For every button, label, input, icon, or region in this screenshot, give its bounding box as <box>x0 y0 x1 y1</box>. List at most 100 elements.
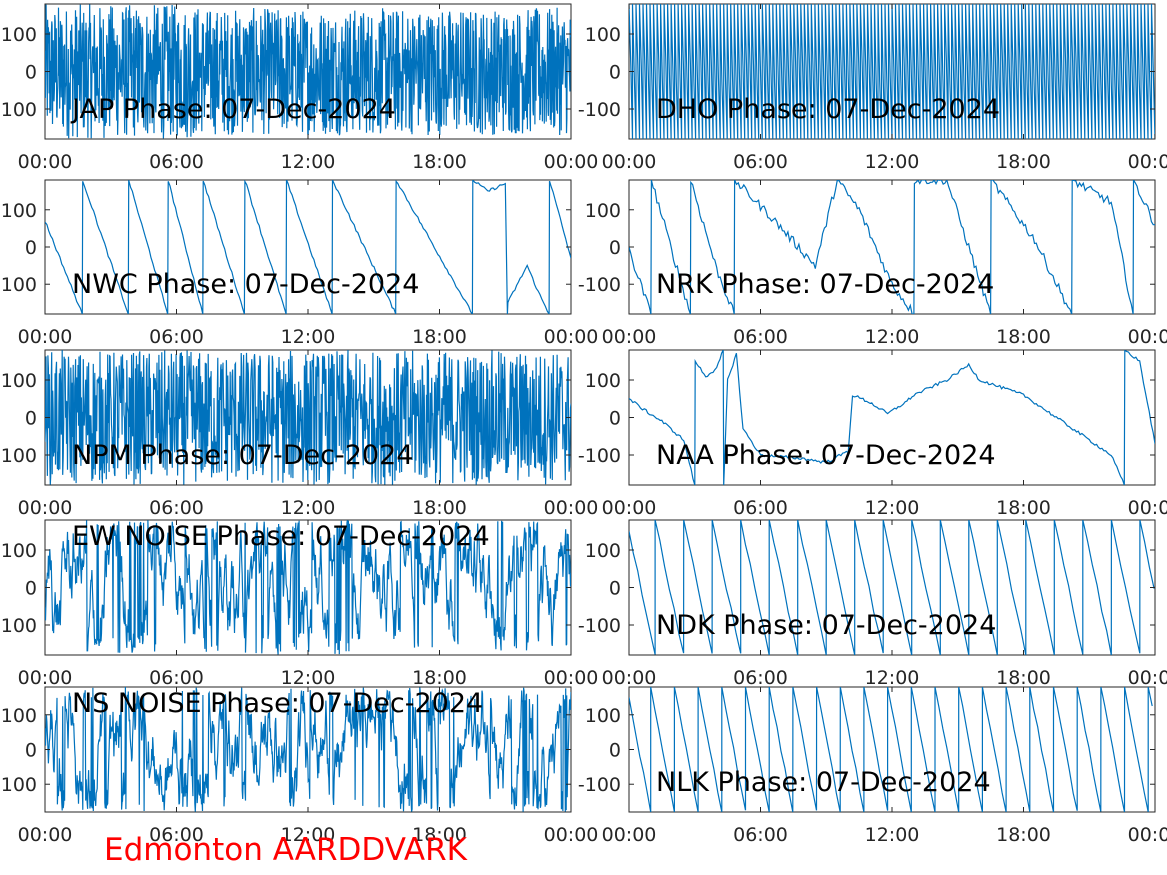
panel-4: 100 0 -100 00:00 06:00 12:00 18:00 00:00 NRK Pha… <box>578 179 1167 348</box>
series-line <box>629 687 1153 812</box>
x-tick-label: 00:00 <box>544 326 599 348</box>
x-tick-label: 06:00 <box>733 151 788 173</box>
y-tick-label: -100 <box>0 445 37 467</box>
panel-title: JAP Phase: 07-Dec-2024 <box>70 94 396 125</box>
x-tick-label: 00:00 <box>1128 326 1167 348</box>
y-tick-label: 0 <box>609 578 621 600</box>
y-tick-label: 100 <box>585 370 621 392</box>
panel-title: NS NOISE Phase: 07-Dec-2024 <box>72 688 483 719</box>
panel-title: NDK Phase: 07-Dec-2024 <box>656 610 996 641</box>
x-tick-label: 18:00 <box>412 151 467 173</box>
y-tick-label: 0 <box>609 408 621 430</box>
x-tick-label: 18:00 <box>412 824 467 846</box>
x-tick-label: 00:00 <box>1128 667 1167 689</box>
y-tick-label: 100 <box>1 705 37 727</box>
y-tick-label: 0 <box>609 740 621 762</box>
x-tick-label: 18:00 <box>996 326 1051 348</box>
x-tick-label: 12:00 <box>281 151 336 173</box>
x-tick-label: 12:00 <box>281 824 336 846</box>
series-line <box>629 350 1155 485</box>
x-tick-label: 00:00 <box>18 326 73 348</box>
x-tick-label: 12:00 <box>281 326 336 348</box>
series-line <box>629 520 1155 655</box>
x-tick-label: 00:00 <box>602 326 657 348</box>
y-tick-label: -100 <box>578 774 621 796</box>
x-tick-label: 00:00 <box>544 667 599 689</box>
y-tick-label: -100 <box>0 615 37 637</box>
x-tick-label: 12:00 <box>281 497 336 519</box>
y-tick-label: 100 <box>585 540 621 562</box>
y-tick-label: -100 <box>578 274 621 296</box>
x-tick-label: 06:00 <box>149 824 204 846</box>
x-tick-label: 06:00 <box>733 326 788 348</box>
x-tick-label: 00:00 <box>602 824 657 846</box>
series-line <box>629 4 1155 139</box>
y-tick-label: 100 <box>585 200 621 222</box>
x-tick-label: 00:00 <box>18 497 73 519</box>
x-tick-label: 18:00 <box>996 667 1051 689</box>
y-tick-label: 0 <box>25 237 37 259</box>
x-tick-label: 00:00 <box>18 667 73 689</box>
series-line <box>45 520 571 655</box>
panel-title: NAA Phase: 07-Dec-2024 <box>656 440 996 471</box>
x-tick-label: 18:00 <box>412 667 467 689</box>
panel-7: 100 0 -100 00:00 06:00 12:00 18:00 00:00 EW NOIS… <box>0 519 599 689</box>
y-tick-label: 100 <box>1 24 37 46</box>
x-tick-label: 12:00 <box>865 151 920 173</box>
x-tick-label: 06:00 <box>733 824 788 846</box>
y-tick-label: 100 <box>585 705 621 727</box>
y-tick-label: 100 <box>585 24 621 46</box>
series-line <box>629 180 1155 314</box>
panel-title: DHO Phase: 07-Dec-2024 <box>656 94 1000 125</box>
x-tick-label: 06:00 <box>149 326 204 348</box>
x-tick-label: 12:00 <box>865 497 920 519</box>
x-tick-label: 00:00 <box>1128 824 1167 846</box>
series-line <box>45 350 571 485</box>
axes-box <box>628 179 1156 315</box>
x-tick-label: 06:00 <box>149 497 204 519</box>
y-tick-label: -100 <box>578 99 621 121</box>
series-line <box>45 687 571 812</box>
x-tick-label: 06:00 <box>733 497 788 519</box>
x-tick-label: 00:00 <box>544 151 599 173</box>
y-tick-label: 100 <box>1 370 37 392</box>
panel-9: 100 0 -100 00:00 06:00 12:00 18:00 00:00 NS NOIS… <box>0 686 599 846</box>
x-tick-label: 12:00 <box>281 667 336 689</box>
panel-title: NPM Phase: 07-Dec-2024 <box>72 440 413 471</box>
y-tick-label: 0 <box>609 62 621 84</box>
x-tick-label: 00:00 <box>1128 151 1167 173</box>
panel-10: 100 0 -100 00:00 06:00 12:00 18:00 00:00 NLK Pha… <box>578 686 1167 846</box>
y-tick-label: -100 <box>0 774 37 796</box>
panel-6: 100 0 -100 00:00 06:00 12:00 18:00 00:00 NAA Pha… <box>578 349 1167 519</box>
x-tick-label: 06:00 <box>733 667 788 689</box>
y-tick-label: -100 <box>0 99 37 121</box>
x-tick-label: 18:00 <box>996 151 1051 173</box>
y-tick-label: -100 <box>0 274 37 296</box>
x-tick-label: 00:00 <box>544 824 599 846</box>
x-tick-label: 18:00 <box>412 326 467 348</box>
panel-8: 100 0 -100 00:00 06:00 12:00 18:00 00:00 NDK Pha… <box>578 519 1167 689</box>
y-tick-label: -100 <box>578 615 621 637</box>
x-tick-label: 06:00 <box>149 151 204 173</box>
panel-1: 100 0 -100 00:00 06:00 12:00 18:00 00:00 JAP Pha… <box>0 3 599 173</box>
footer-label: Edmonton AARDDVARK <box>104 832 468 868</box>
x-tick-label: 00:00 <box>602 497 657 519</box>
panel-title: EW NOISE Phase: 07-Dec-2024 <box>72 521 490 552</box>
x-tick-label: 18:00 <box>996 497 1051 519</box>
x-tick-label: 00:00 <box>544 497 599 519</box>
x-tick-label: 12:00 <box>865 667 920 689</box>
panel-title: NWC Phase: 07-Dec-2024 <box>72 269 419 300</box>
y-tick-label: 100 <box>1 200 37 222</box>
y-tick-label: 0 <box>25 740 37 762</box>
panel-title: NLK Phase: 07-Dec-2024 <box>656 767 991 798</box>
panel-3: 100 0 -100 00:00 06:00 12:00 18:00 00:00 NWC Pha… <box>0 179 599 348</box>
panel-title: NRK Phase: 07-Dec-2024 <box>656 269 994 300</box>
axes-box <box>628 349 1156 486</box>
x-tick-label: 12:00 <box>865 326 920 348</box>
x-tick-label: 06:00 <box>149 667 204 689</box>
x-tick-label: 00:00 <box>602 667 657 689</box>
x-tick-label: 18:00 <box>996 824 1051 846</box>
x-tick-label: 12:00 <box>865 824 920 846</box>
x-tick-label: 00:00 <box>602 151 657 173</box>
